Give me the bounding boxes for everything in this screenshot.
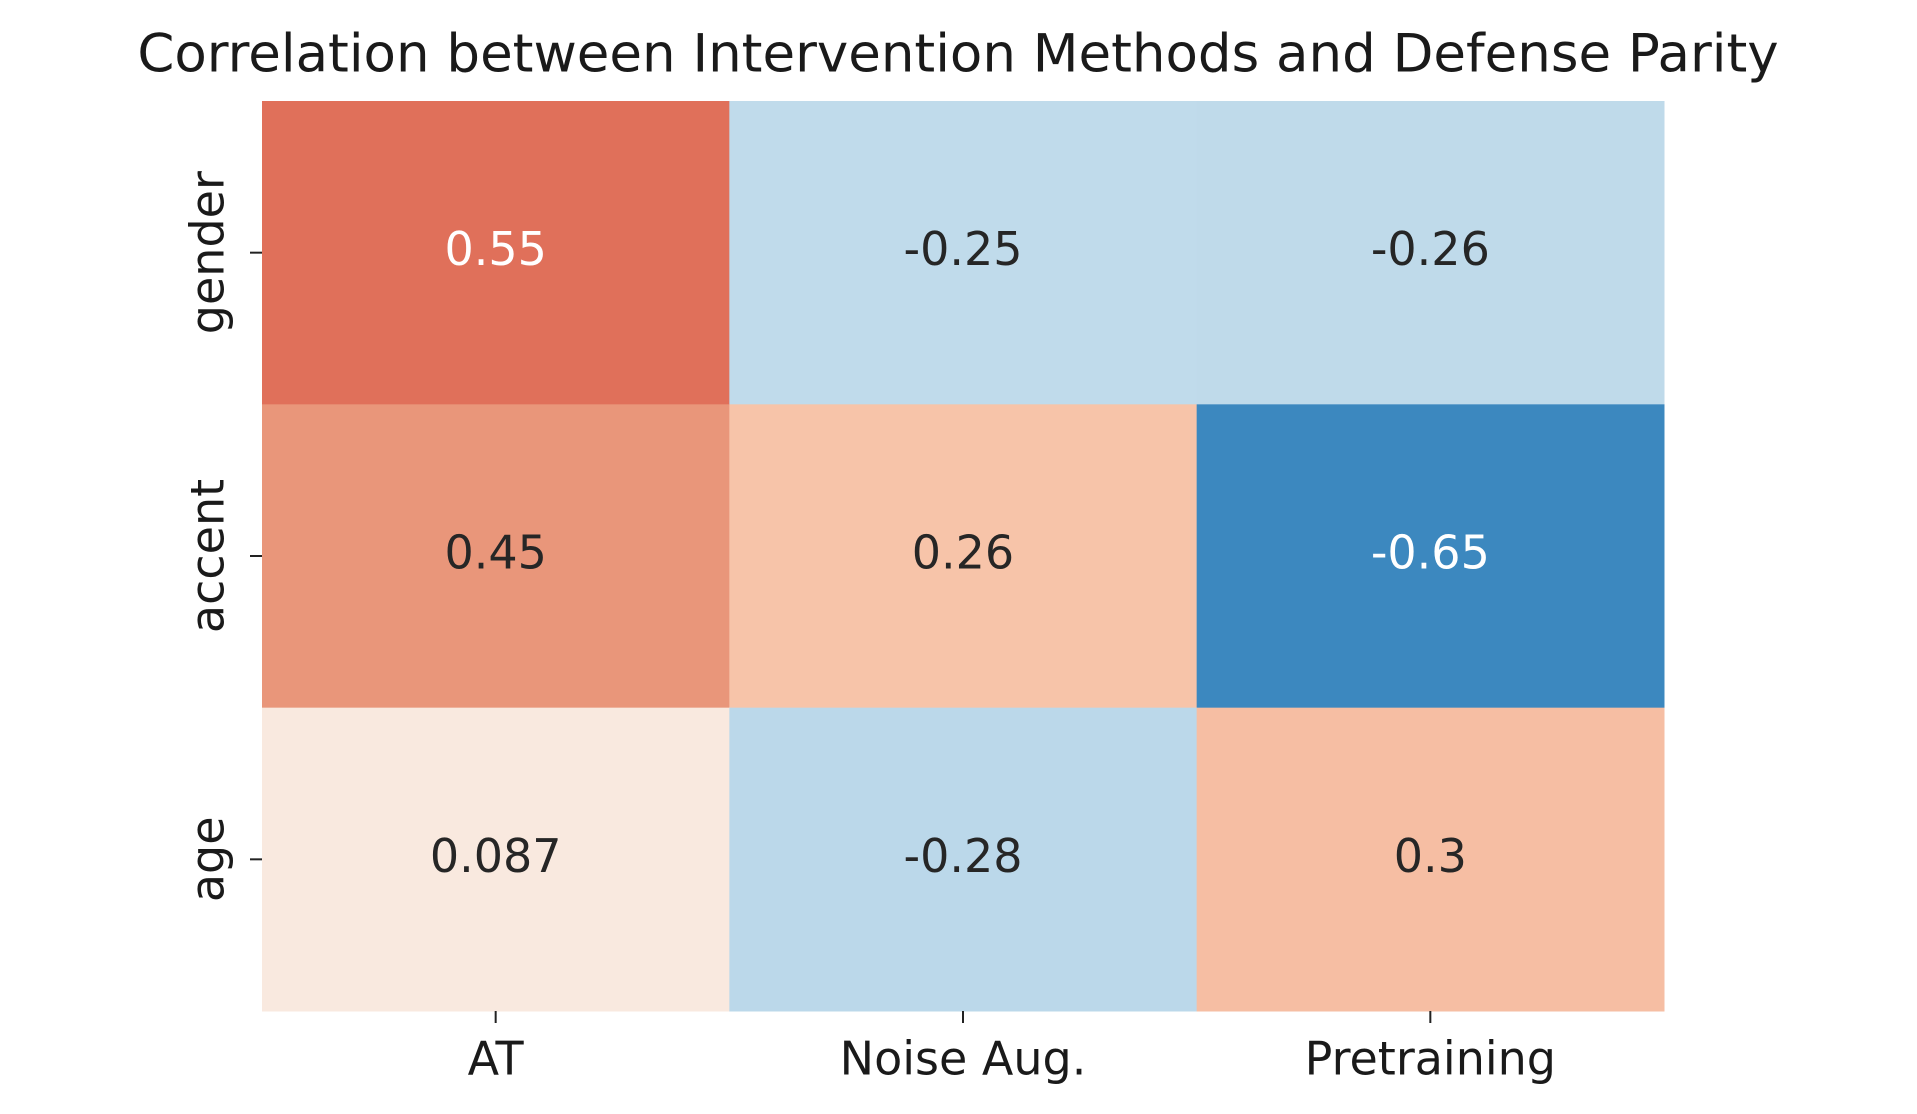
cell — [729, 707, 1198, 1012]
cell-label: 0.26 — [912, 526, 1014, 580]
cell — [1196, 101, 1665, 405]
cell-label: -0.28 — [903, 829, 1022, 883]
cell-label: 0.55 — [444, 222, 546, 276]
y-tick-label: accent — [181, 479, 235, 633]
cell — [729, 404, 1198, 709]
cell-label: 0.087 — [430, 829, 562, 883]
cell — [729, 101, 1198, 405]
chart-title: Correlation between Intervention Methods… — [137, 24, 1778, 85]
x-tick-label: AT — [468, 1032, 525, 1086]
cell-label: -0.25 — [903, 222, 1022, 276]
y-tick-label: age — [181, 816, 235, 902]
cell — [1196, 707, 1665, 1012]
cell — [262, 101, 730, 405]
y-tick-label: gender — [181, 171, 235, 334]
cell-label: 0.3 — [1394, 829, 1467, 883]
cell — [1196, 404, 1665, 709]
cell — [262, 707, 730, 1012]
x-tick-label: Noise Aug. — [840, 1032, 1087, 1086]
cell-label: -0.26 — [1371, 222, 1490, 276]
cell-label: 0.45 — [444, 526, 546, 580]
x-tick-label: Pretraining — [1305, 1032, 1556, 1086]
cell — [262, 404, 730, 709]
cell-label: -0.65 — [1371, 526, 1490, 580]
